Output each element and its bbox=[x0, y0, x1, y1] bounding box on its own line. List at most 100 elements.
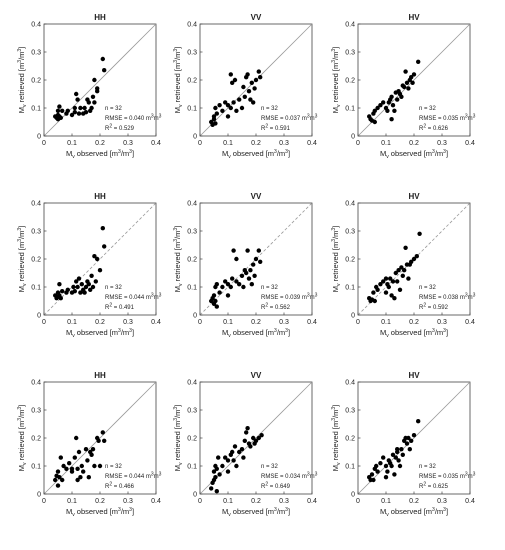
data-point bbox=[396, 268, 401, 273]
x-tick-label: 0 bbox=[356, 498, 360, 505]
y-axis-label: Mv retrieved [m3/m3] bbox=[17, 226, 28, 292]
data-point bbox=[67, 461, 72, 466]
stat-rmse: RMSE = 0.035 m3m3 bbox=[419, 114, 476, 123]
data-point bbox=[396, 458, 401, 463]
data-point bbox=[60, 289, 65, 294]
data-point bbox=[228, 284, 233, 290]
data-point bbox=[211, 469, 217, 474]
data-point bbox=[92, 463, 97, 469]
stat-rmse: RMSE = 0.035 m3m3 bbox=[419, 472, 476, 481]
y-tick-label: 0.4 bbox=[31, 380, 41, 387]
data-point bbox=[228, 105, 233, 111]
data-point bbox=[383, 463, 389, 469]
data-point bbox=[390, 103, 396, 108]
data-point bbox=[239, 273, 245, 278]
data-point bbox=[239, 105, 245, 111]
data-point bbox=[388, 276, 393, 281]
data-point bbox=[225, 282, 231, 287]
y-tick-label: 0 bbox=[351, 492, 355, 499]
data-point bbox=[230, 80, 235, 86]
data-point bbox=[102, 68, 107, 73]
data-point bbox=[220, 108, 225, 114]
data-point bbox=[61, 463, 66, 469]
one-to-one-line bbox=[357, 381, 471, 495]
data-point bbox=[57, 475, 62, 480]
y-tick-label: 0.2 bbox=[187, 78, 197, 85]
y-tick-label: 0.1 bbox=[187, 464, 197, 471]
data-point bbox=[403, 69, 408, 74]
data-point bbox=[389, 94, 394, 100]
data-point bbox=[76, 449, 82, 455]
y-tick-label: 0.3 bbox=[187, 229, 197, 236]
one-to-one-line bbox=[43, 381, 157, 495]
data-point bbox=[375, 287, 380, 292]
data-point bbox=[411, 433, 417, 438]
x-tick-label: 0.2 bbox=[95, 140, 105, 147]
data-point bbox=[404, 441, 410, 446]
data-point bbox=[92, 77, 97, 83]
stat-rmse: RMSE = 0.039 m3m3 bbox=[261, 293, 318, 302]
stat-n: n = 32 bbox=[261, 464, 279, 470]
data-point bbox=[406, 86, 411, 91]
scatter-panel-3: 0 0.1 0.2 0.3 0.4 0 0.1 0.2 0.3 0.4 HV Mv observed … bbox=[331, 13, 476, 160]
one-to-one-line bbox=[43, 202, 157, 316]
panel-title: VV bbox=[251, 192, 262, 201]
data-point bbox=[400, 452, 405, 457]
data-point bbox=[97, 463, 103, 469]
y-axis-label: Mv retrieved [m3/m3] bbox=[173, 226, 184, 292]
x-tick-label: 0.4 bbox=[307, 140, 317, 147]
data-point bbox=[78, 290, 83, 295]
data-point bbox=[213, 121, 218, 126]
y-tick-label: 0 bbox=[351, 313, 355, 320]
data-point bbox=[397, 463, 403, 469]
data-point bbox=[259, 433, 264, 438]
stat-r2: R2 = 0.591 bbox=[261, 124, 291, 133]
x-tick-label: 0.4 bbox=[307, 498, 317, 505]
data-point bbox=[214, 466, 219, 471]
x-tick-label: 0.4 bbox=[465, 319, 475, 326]
data-point bbox=[102, 438, 107, 443]
stat-n: n = 32 bbox=[261, 106, 279, 112]
data-point bbox=[230, 449, 235, 455]
stat-rmse: RMSE = 0.034 m3m3 bbox=[261, 472, 318, 481]
data-point bbox=[245, 248, 250, 253]
stat-n: n = 32 bbox=[261, 285, 279, 291]
data-point bbox=[213, 475, 218, 480]
data-point bbox=[93, 279, 99, 284]
data-point bbox=[90, 94, 96, 100]
stat-r2: R2 = 0.562 bbox=[261, 303, 291, 312]
data-point bbox=[213, 298, 218, 304]
panel-title: HH bbox=[94, 13, 106, 22]
data-point bbox=[214, 282, 219, 287]
one-to-one-line bbox=[357, 202, 471, 316]
stat-rmse: RMSE = 0.037 m3m3 bbox=[261, 114, 318, 123]
scatter-panel-1: 0 0.1 0.2 0.3 0.4 0 0.1 0.2 0.3 0.4 HH Mv observed … bbox=[17, 13, 162, 160]
data-point bbox=[102, 244, 107, 249]
data-point bbox=[60, 108, 65, 114]
x-tick-label: 0.3 bbox=[123, 140, 133, 147]
data-point bbox=[239, 447, 245, 452]
data-point bbox=[75, 477, 80, 483]
data-point bbox=[79, 463, 85, 469]
data-point bbox=[246, 89, 252, 94]
data-point bbox=[393, 270, 398, 276]
scatter-panel-2: 0 0.1 0.2 0.3 0.4 0 0.1 0.2 0.3 0.4 VV Mv observed … bbox=[173, 13, 318, 160]
scatter-panel-9: 0 0.1 0.2 0.3 0.4 0 0.1 0.2 0.3 0.4 HV Mv observed … bbox=[331, 371, 476, 518]
x-tick-label: 0.2 bbox=[251, 140, 261, 147]
data-point bbox=[228, 72, 233, 77]
y-tick-label: 0 bbox=[37, 313, 41, 320]
data-point bbox=[83, 284, 89, 290]
panel-title: HH bbox=[94, 192, 106, 201]
x-tick-label: 0.4 bbox=[151, 140, 161, 147]
x-tick-label: 0 bbox=[42, 498, 46, 505]
stat-rmse: RMSE = 0.044 m3m3 bbox=[105, 472, 162, 481]
data-point bbox=[60, 477, 65, 483]
data-point bbox=[225, 114, 231, 119]
data-point bbox=[55, 469, 61, 474]
data-point bbox=[72, 289, 78, 294]
data-point bbox=[372, 108, 377, 114]
data-point bbox=[232, 77, 238, 83]
y-tick-label: 0.4 bbox=[187, 22, 197, 29]
y-axis-label: Mv retrieved [m3/m3] bbox=[17, 405, 28, 471]
